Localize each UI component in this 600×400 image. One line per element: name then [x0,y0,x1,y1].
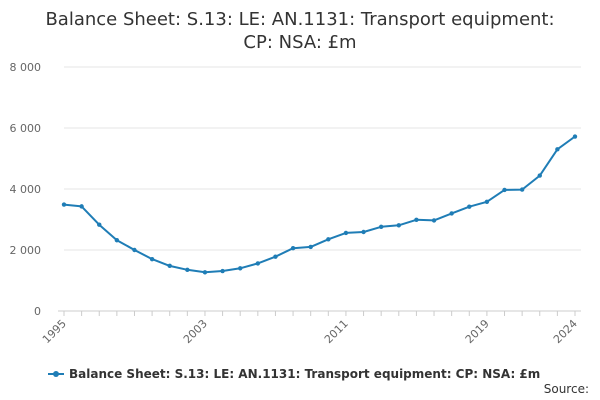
data-point [537,173,542,178]
data-point [396,223,401,228]
data-point [202,270,208,275]
y-tick-label: 4 000 [10,183,42,196]
legend-series-symbol [48,368,64,380]
data-point [79,204,84,209]
data-point [343,230,349,236]
data-point [97,222,102,227]
x-tick-label: 2011 [322,317,351,346]
y-tick-label: 0 [34,305,41,318]
data-point [572,134,578,139]
x-tick-label: 1995 [40,317,69,346]
x-tick-label: 2019 [463,317,492,346]
data-point [449,211,454,216]
y-tick-label: 6 000 [10,122,42,135]
data-point [290,245,296,251]
data-point [255,261,261,266]
data-point [238,266,243,271]
data-point [502,187,507,193]
data-point [149,256,155,262]
source-label: Source: [543,382,589,396]
data-point [484,199,490,205]
x-tick-label: 2024 [551,317,580,346]
data-point [555,147,560,152]
data-point [467,204,472,209]
chart-title-line2: CP: NSA: £m [243,32,357,53]
data-point [132,247,137,253]
data-point [378,224,384,230]
data-point [185,267,190,273]
data-point [519,187,525,192]
x-tick-label: 2003 [181,317,210,346]
data-point [273,254,278,259]
legend-series-label: Balance Sheet: S.13: LE: AN.1131: Transp… [69,367,541,381]
data-point [326,237,331,242]
data-point [361,229,366,235]
chart-title-line1: Balance Sheet: S.13: LE: AN.1131: Transp… [45,9,555,30]
data-point [167,263,172,269]
data-point [114,238,120,243]
y-tick-label: 2 000 [10,244,42,257]
data-point [308,244,313,250]
y-tick-label: 8 000 [10,61,42,74]
series-line [63,135,576,274]
data-point [220,268,225,274]
data-point [431,218,437,223]
legend[interactable]: Balance Sheet: S.13: LE: AN.1131: Transp… [48,366,540,382]
data-point [61,202,67,207]
data-point [414,217,419,223]
chart-title: Balance Sheet: S.13: LE: AN.1131: Transp… [0,8,600,54]
